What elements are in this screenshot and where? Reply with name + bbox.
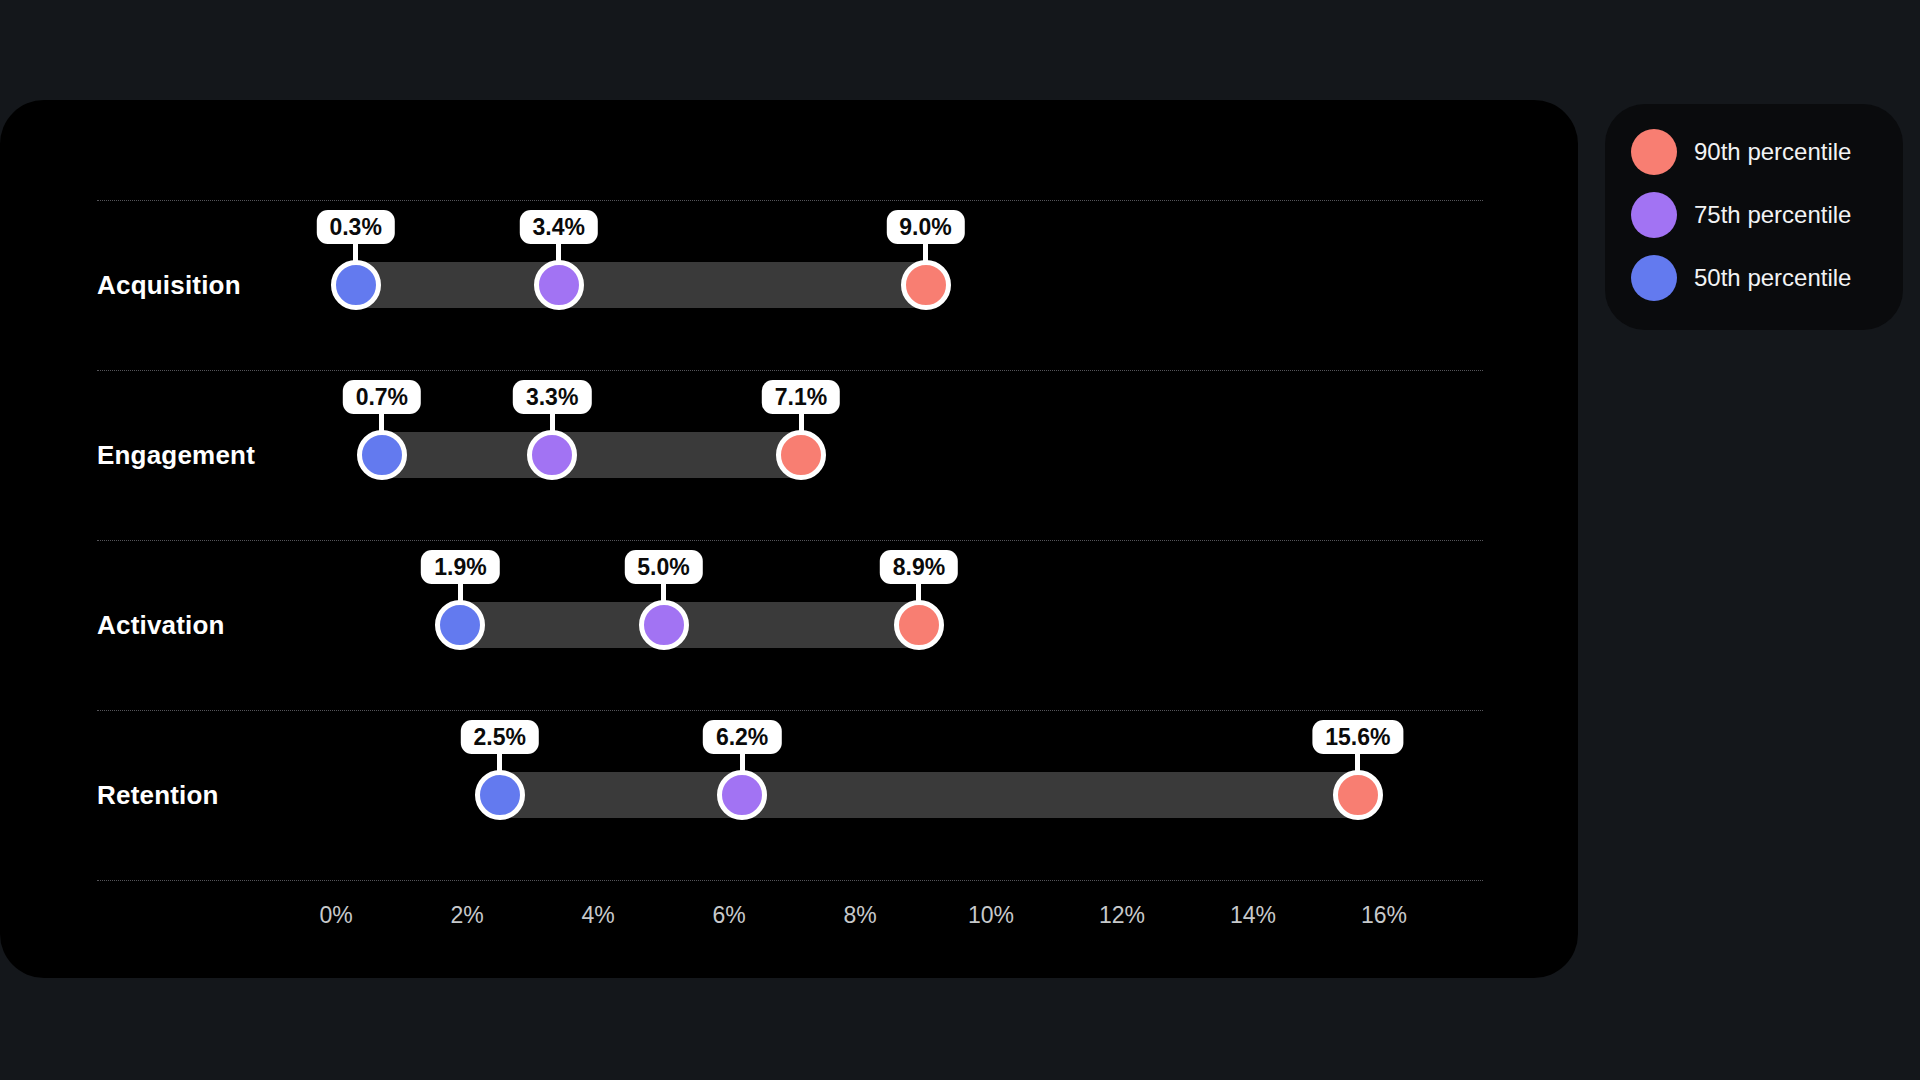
legend-circle-icon <box>1631 192 1677 238</box>
percentile-dot[interactable] <box>527 430 577 480</box>
chart-row: Engagement 0.7% 3.3% 7.1% <box>0 370 1578 540</box>
x-axis-tick-label: 14% <box>1230 900 1276 930</box>
percentile-dot[interactable] <box>357 430 407 480</box>
legend-item[interactable]: 50th percentile <box>1631 255 1903 301</box>
value-badge: 5.0% <box>624 550 702 584</box>
legend-label: 50th percentile <box>1694 264 1851 292</box>
percentile-range-bar <box>500 772 1358 818</box>
x-axis-tick-label: 2% <box>450 900 483 930</box>
dashboard-page: Acquisition 0.3% 3.4% 9.0% Engagement 0.7% 3.3… <box>0 0 1920 1080</box>
value-badge: 2.5% <box>461 720 539 754</box>
value-badge: 0.3% <box>316 210 394 244</box>
x-axis-tick-label: 6% <box>712 900 745 930</box>
x-axis-tick-label: 0% <box>319 900 352 930</box>
category-label: Retention <box>97 780 219 811</box>
legend-circle-icon <box>1631 255 1677 301</box>
x-axis-tick-label: 4% <box>581 900 614 930</box>
x-axis-tick-label: 10% <box>968 900 1014 930</box>
percentile-dot[interactable] <box>776 430 826 480</box>
legend-circle-icon <box>1631 129 1677 175</box>
value-badge: 7.1% <box>762 380 840 414</box>
percentile-dot[interactable] <box>534 260 584 310</box>
percentile-range-bar <box>382 432 801 478</box>
percentile-range-bar <box>356 262 926 308</box>
chart-row: Activation 1.9% 5.0% 8.9% <box>0 540 1578 710</box>
value-badge: 6.2% <box>703 720 781 754</box>
category-label: Acquisition <box>97 270 241 301</box>
percentile-dot[interactable] <box>639 600 689 650</box>
chart-legend: 90th percentile 75th percentile 50th perce… <box>1605 104 1903 330</box>
x-axis-tick-label: 16% <box>1361 900 1407 930</box>
row-separator-line <box>97 370 1483 371</box>
chart-row: Acquisition 0.3% 3.4% 9.0% <box>0 200 1578 370</box>
percentile-dot[interactable] <box>331 260 381 310</box>
percentile-dot[interactable] <box>901 260 951 310</box>
row-separator-line <box>97 200 1483 201</box>
legend-label: 75th percentile <box>1694 201 1851 229</box>
value-badge: 1.9% <box>421 550 499 584</box>
legend-item[interactable]: 75th percentile <box>1631 192 1903 238</box>
percentile-dot[interactable] <box>894 600 944 650</box>
x-axis-line <box>97 880 1483 881</box>
percentile-dot[interactable] <box>717 770 767 820</box>
value-badge: 3.4% <box>519 210 597 244</box>
percentile-dot[interactable] <box>475 770 525 820</box>
legend-label: 90th percentile <box>1694 138 1851 166</box>
percentile-range-bar <box>460 602 919 648</box>
value-badge: 9.0% <box>886 210 964 244</box>
x-axis-tick-label: 8% <box>843 900 876 930</box>
value-badge: 3.3% <box>513 380 591 414</box>
value-badge: 8.9% <box>880 550 958 584</box>
row-separator-line <box>97 540 1483 541</box>
legend-item[interactable]: 90th percentile <box>1631 129 1903 175</box>
row-separator-line <box>97 710 1483 711</box>
category-label: Engagement <box>97 440 255 471</box>
value-badge: 15.6% <box>1312 720 1403 754</box>
chart-row: Retention 2.5% 6.2% 15.6% <box>0 710 1578 880</box>
percentile-dot[interactable] <box>1333 770 1383 820</box>
chart-card: Acquisition 0.3% 3.4% 9.0% Engagement 0.7% 3.3… <box>0 100 1578 978</box>
category-label: Activation <box>97 610 225 641</box>
x-axis-tick-label: 12% <box>1099 900 1145 930</box>
value-badge: 0.7% <box>343 380 421 414</box>
